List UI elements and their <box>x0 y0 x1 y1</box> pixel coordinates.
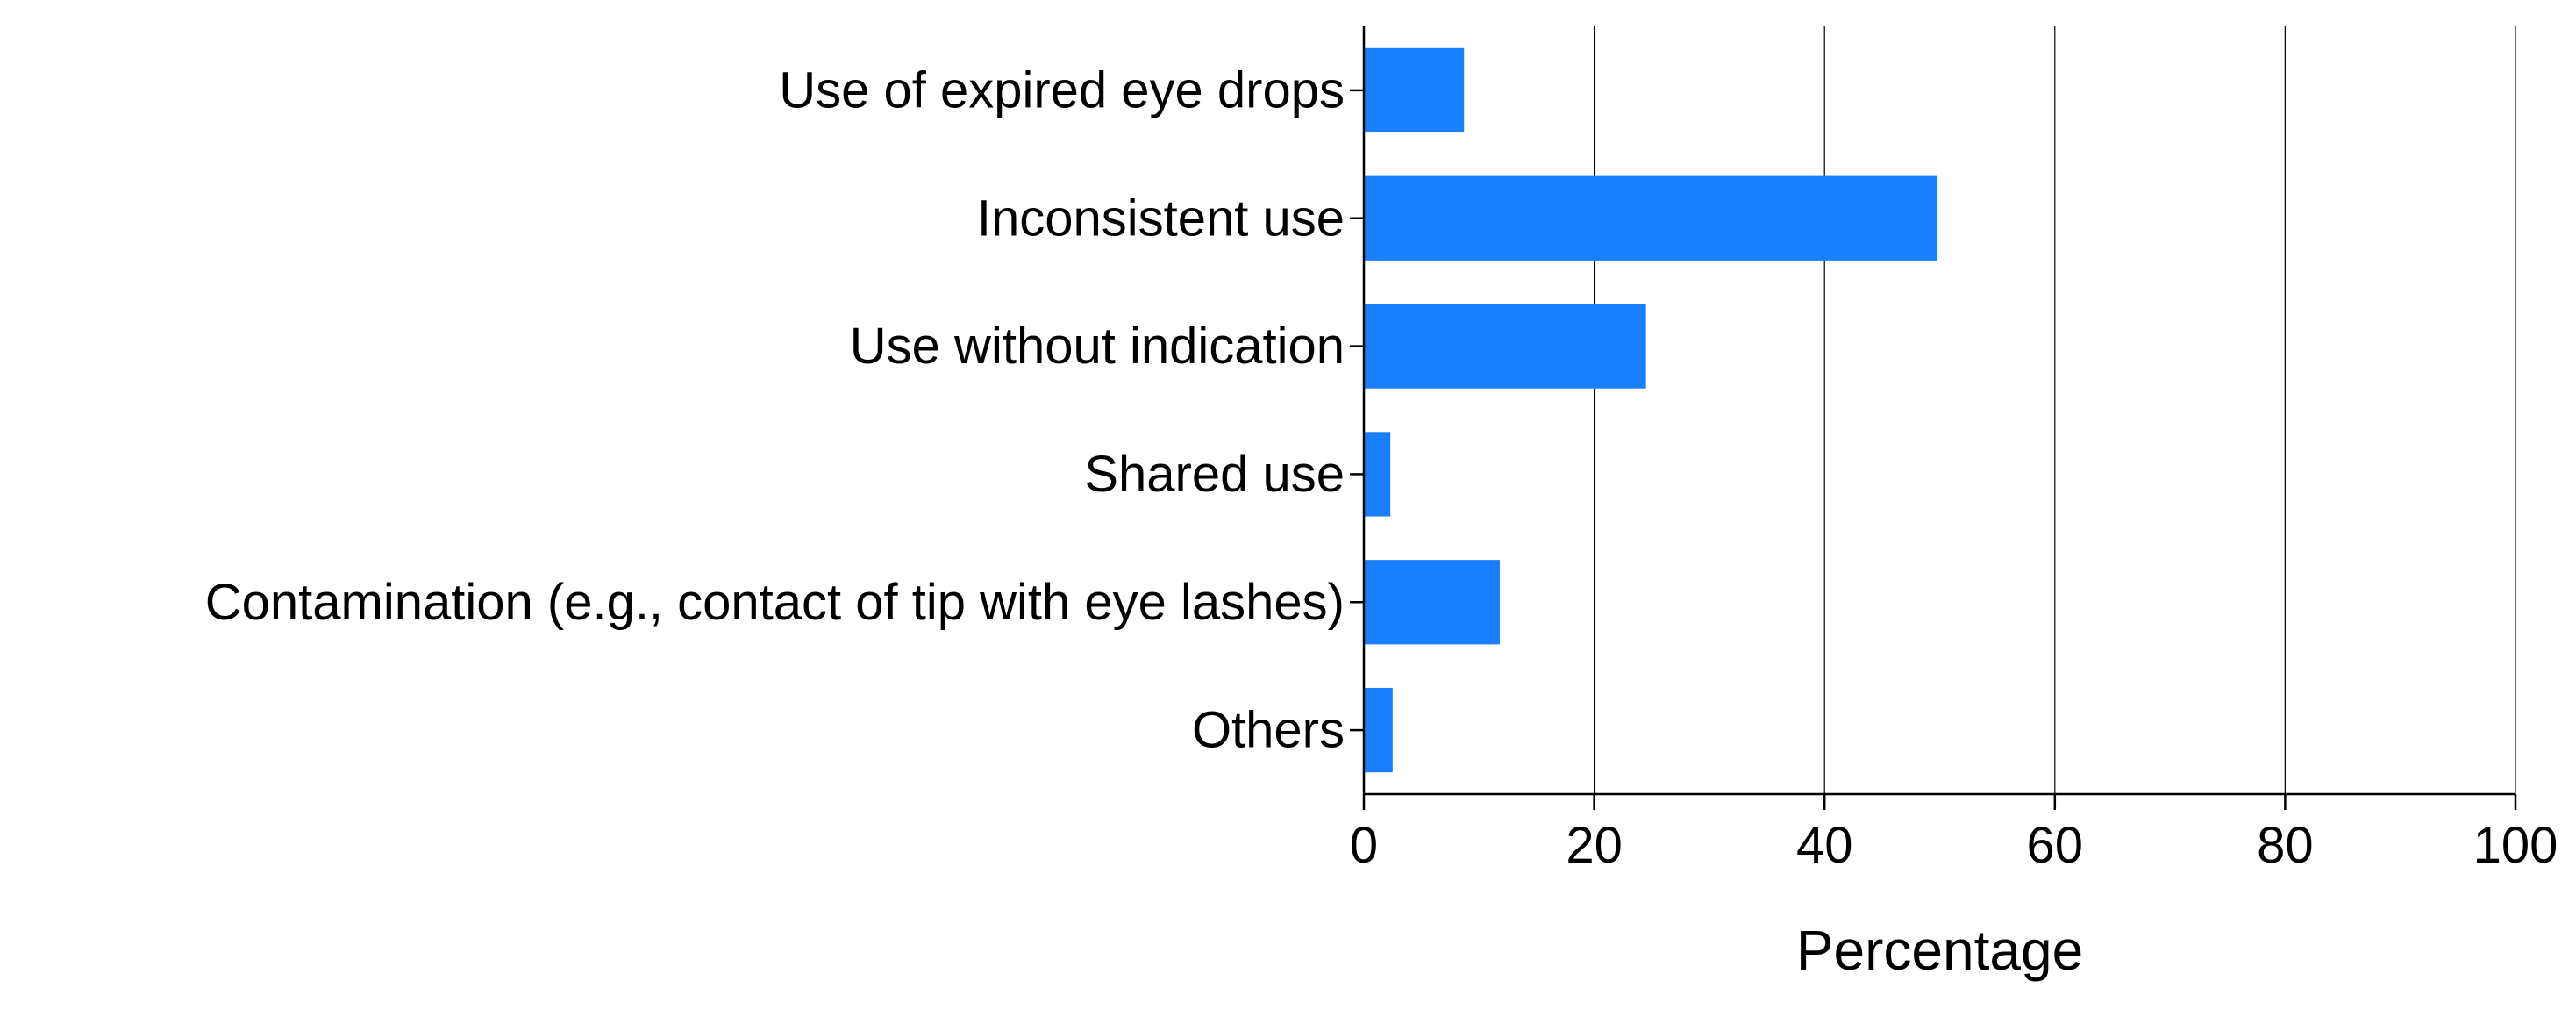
bars <box>1364 47 1937 773</box>
category-label-4: Contamination (e.g., contact of tip with… <box>205 574 1345 631</box>
category-label-1: Inconsistent use <box>977 190 1345 247</box>
x-axis-title: Percentage <box>1796 919 2083 982</box>
x-tick-label-20: 20 <box>1566 817 1623 874</box>
x-tick-label-100: 100 <box>2473 817 2558 874</box>
axes <box>1362 26 2515 796</box>
category-label-0: Use of expired eye drops <box>779 61 1345 118</box>
bar-5 <box>1364 687 1393 773</box>
bar-0 <box>1364 47 1465 133</box>
bar-4 <box>1364 560 1500 645</box>
x-tick-label-60: 60 <box>2027 817 2084 874</box>
x-tick-label-0: 0 <box>1350 817 1378 874</box>
category-labels: Use of expired eye drops Inconsistent use… <box>205 61 1364 759</box>
x-tick-label-80: 80 <box>2257 817 2314 874</box>
category-label-3: Shared use <box>1084 446 1345 503</box>
x-ticks: 0 20 40 60 80 100 <box>1350 794 2558 874</box>
category-label-5: Others <box>1192 702 1345 759</box>
category-label-2: Use without indication <box>850 318 1345 375</box>
x-tick-label-40: 40 <box>1796 817 1853 874</box>
bar-2 <box>1364 304 1646 389</box>
bar-1 <box>1364 175 1937 261</box>
bar-3 <box>1364 432 1391 517</box>
gridlines <box>1593 26 2516 794</box>
